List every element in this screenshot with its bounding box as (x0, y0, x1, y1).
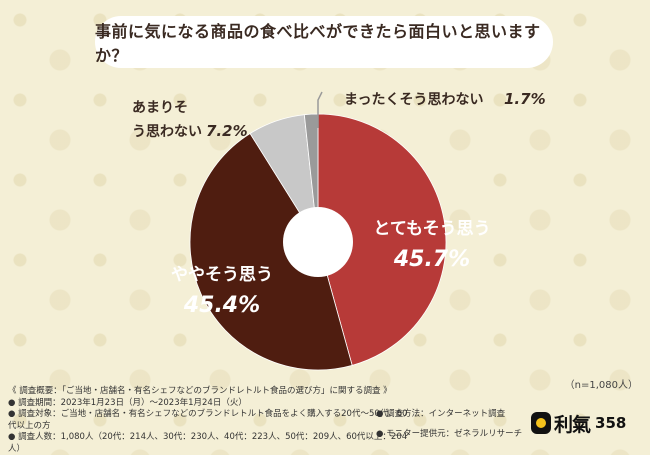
slice-value-label: 7.2% (206, 122, 248, 140)
chart-title: 事前に気になる商品の食べ比べができたら面白いと思いますか？ (95, 16, 553, 68)
slice-label: ややそう思う (171, 265, 273, 285)
slice-value-label: 1.7% (504, 90, 546, 108)
leader-line (317, 91, 323, 128)
sample-size: （n=1,080人） (564, 380, 638, 391)
survey-note: ● 調査期間：2023年1月23日（月）〜2023年1月24日（火） (8, 397, 247, 408)
slice-value-label: 45.4% (183, 293, 260, 318)
survey-note: ● 調査人数：1,080人（20代：214人、30代：230人、40代：223人… (8, 432, 408, 454)
slice-value-label: 45.7% (393, 247, 470, 272)
logo-text: 利氣 (554, 413, 591, 436)
survey-note: ● 調査対象：ご当地・店舗名・有名シェフなどのブランドレトルト食品をよく購入する… (8, 409, 408, 431)
center-hole (283, 207, 353, 277)
survey-meta: ● 調査方法：インターネット調査 ● モニター提供元：ゼネラルリサーチ (376, 409, 522, 440)
survey-method: ● 調査方法：インターネット調査 (376, 409, 506, 419)
slice-label: あまりそ (132, 100, 188, 116)
pie-slice (189, 132, 353, 371)
survey-provider: ● モニター提供元：ゼネラルリサーチ (376, 428, 523, 439)
survey-notes: 《 調査概要：「ご当地・店舗名・有名シェフなどのブランドレトルト食品の選び方」に… (8, 386, 408, 455)
logo-mark-icon (531, 412, 551, 434)
survey-note: 《 調査概要：「ご当地・店舗名・有名シェフなどのブランドレトルト食品の選び方」に… (8, 386, 392, 396)
slice-label: う思わない (132, 124, 202, 140)
slice-label: まったくそう思わない (344, 92, 483, 108)
pie-slice (317, 113, 447, 366)
logo-number: 358 (595, 414, 627, 432)
brand-logo: 利氣 358 (531, 408, 626, 438)
slice-label: とてもそう思う (373, 219, 490, 239)
